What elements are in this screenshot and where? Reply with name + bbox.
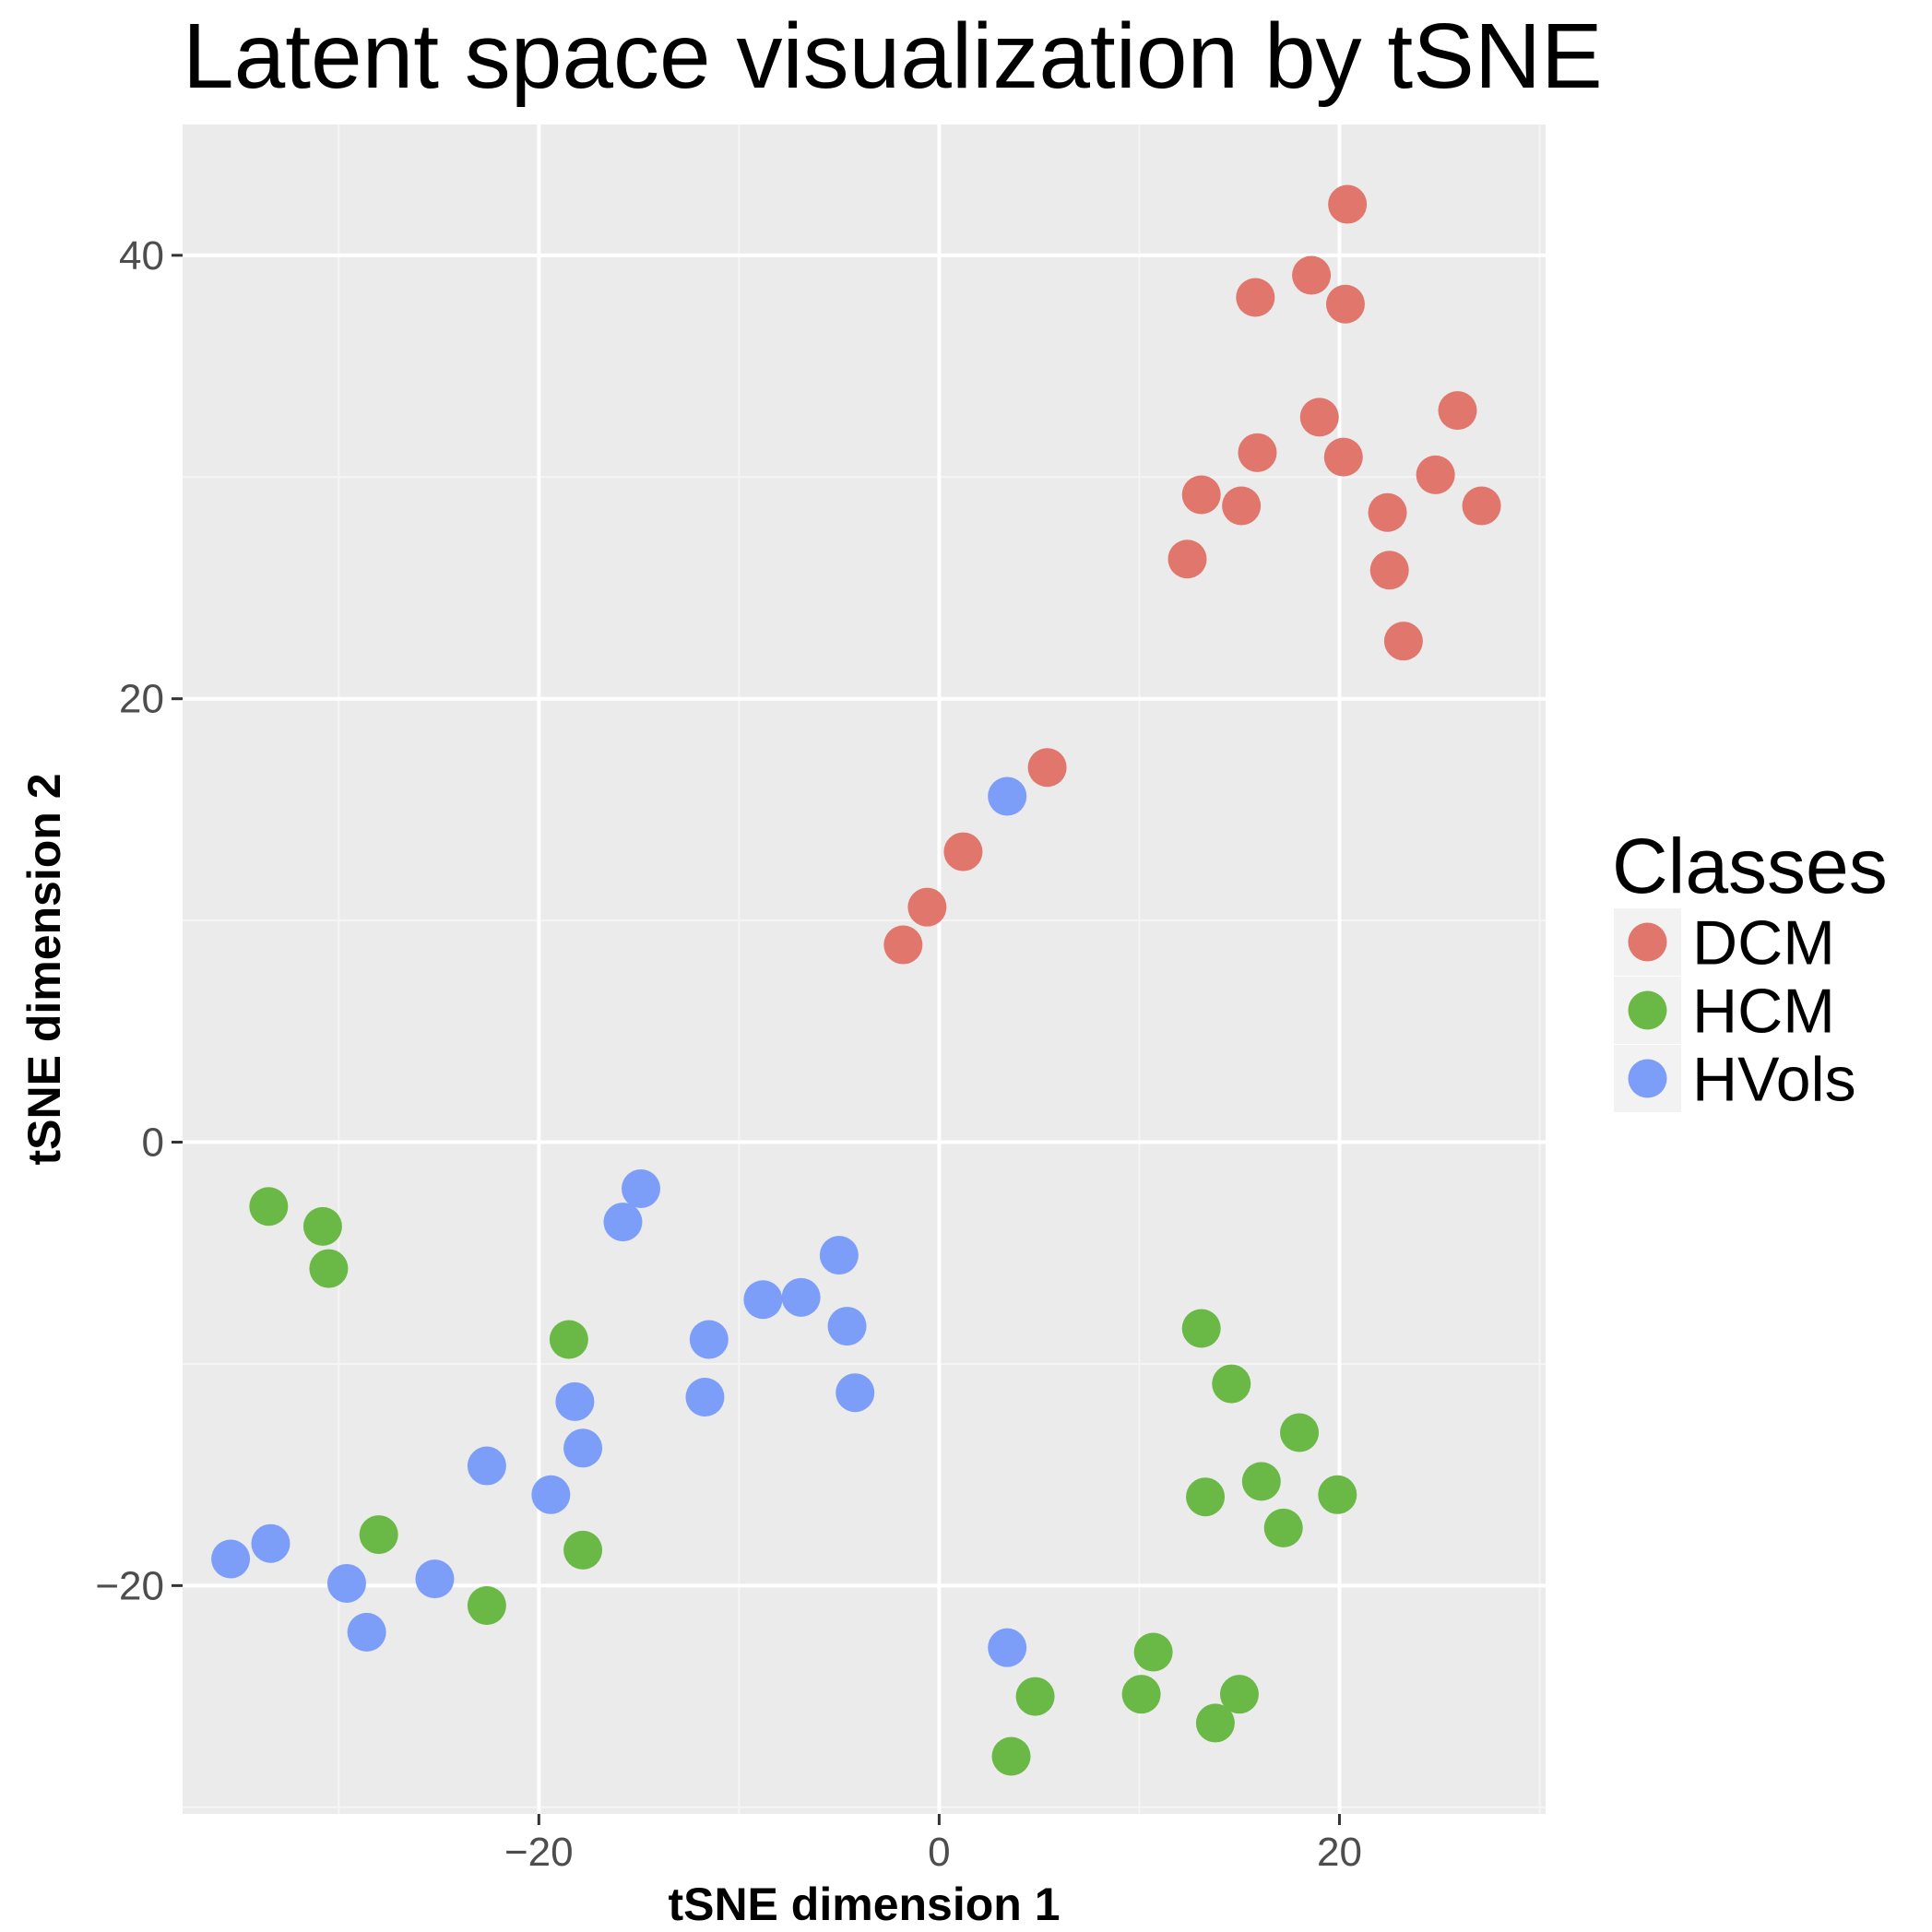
point-hvols [563, 1428, 603, 1468]
point-hcm [991, 1736, 1031, 1776]
point-dcm [1292, 255, 1332, 295]
point-hvols [347, 1612, 386, 1652]
point-dcm [1167, 539, 1207, 579]
legend-key-hvols [1628, 1059, 1667, 1098]
point-hcm [549, 1320, 588, 1359]
point-dcm [1438, 391, 1477, 431]
point-dcm [1027, 748, 1067, 788]
point-hcm [1015, 1677, 1055, 1716]
point-hvols [781, 1277, 821, 1317]
x-axis-title: tSNE dimension 1 [668, 1879, 1060, 1930]
y-tick-label: −20 [95, 1563, 164, 1608]
point-hcm [309, 1249, 349, 1288]
point-dcm [943, 832, 983, 871]
point-hcm [1219, 1675, 1259, 1714]
y-axis-title: tSNE dimension 2 [18, 773, 70, 1165]
point-hcm [1186, 1477, 1226, 1517]
point-hvols [555, 1381, 595, 1421]
y-tick-label: 40 [119, 233, 164, 279]
point-dcm [1299, 397, 1339, 437]
point-hcm [1280, 1413, 1320, 1452]
point-dcm [1462, 486, 1501, 526]
point-dcm [1368, 492, 1407, 532]
point-hcm [563, 1530, 603, 1570]
x-tick-label: 0 [928, 1830, 950, 1875]
legend-label-hvols: HVols [1692, 1045, 1856, 1115]
point-dcm [883, 925, 923, 965]
legend-key-hcm [1628, 990, 1667, 1030]
point-dcm [1238, 433, 1277, 472]
y-tick-label: 0 [142, 1120, 164, 1166]
point-hcm [467, 1586, 506, 1626]
point-hcm [302, 1206, 342, 1246]
point-dcm [1328, 184, 1368, 224]
point-hvols [988, 776, 1027, 816]
point-hvols [326, 1563, 366, 1603]
y-tick-label: 20 [119, 677, 164, 722]
point-hcm [249, 1187, 289, 1227]
point-dcm [1181, 475, 1221, 515]
point-hvols [689, 1320, 729, 1359]
x-tick-label: −20 [504, 1830, 574, 1875]
point-hcm [1195, 1703, 1235, 1743]
points-layer [211, 184, 1501, 1776]
point-hvols [743, 1280, 783, 1320]
legend-title: Classes [1612, 823, 1888, 909]
chart-title: Latent space visualization by tSNE [183, 5, 1603, 108]
point-hvols [685, 1378, 725, 1417]
point-dcm [907, 887, 947, 927]
point-dcm [1325, 284, 1365, 324]
point-hvols [467, 1446, 506, 1486]
point-hvols [211, 1539, 251, 1579]
point-hcm [1181, 1309, 1221, 1348]
point-hvols [827, 1307, 867, 1346]
point-hvols [836, 1373, 875, 1413]
point-hcm [1263, 1508, 1303, 1547]
legend-label-hcm: HCM [1692, 977, 1835, 1047]
point-hvols [988, 1628, 1027, 1667]
point-hvols [603, 1203, 643, 1242]
point-hvols [819, 1236, 859, 1275]
legend-key-dcm [1628, 922, 1667, 962]
point-dcm [1222, 486, 1262, 526]
point-hcm [1212, 1364, 1251, 1404]
point-hvols [622, 1169, 661, 1209]
point-hvols [531, 1475, 571, 1514]
point-hcm [1121, 1675, 1161, 1714]
point-dcm [1323, 437, 1363, 477]
point-hcm [1133, 1632, 1173, 1672]
point-hcm [1318, 1475, 1357, 1514]
point-hvols [251, 1523, 290, 1563]
point-dcm [1236, 278, 1275, 317]
point-dcm [1416, 455, 1455, 494]
point-hcm [1241, 1462, 1281, 1501]
grid-layer [183, 124, 1546, 1814]
point-dcm [1383, 622, 1423, 661]
point-dcm [1369, 551, 1409, 590]
point-hcm [359, 1515, 398, 1555]
axis-layer: −20 0 20 −20 0 20 40 [95, 233, 1362, 1875]
point-hvols [415, 1559, 455, 1599]
legend-label-dcm: DCM [1692, 908, 1835, 978]
x-tick-label: 20 [1317, 1830, 1362, 1875]
